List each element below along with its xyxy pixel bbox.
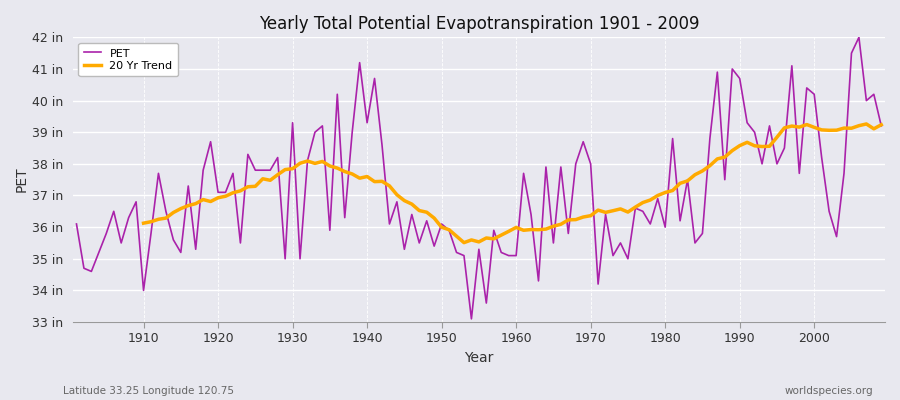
20 Yr Trend [861,122,872,126]
Text: Latitude 33.25 Longitude 120.75: Latitude 33.25 Longitude 120.75 [63,386,234,396]
Legend: PET, 20 Yr Trend: PET, 20 Yr Trend [78,43,178,76]
20 Yr Trend [846,126,857,131]
PET [510,253,521,258]
PET [71,222,82,226]
PET [853,35,864,40]
PET [518,171,529,176]
20 Yr Trend [585,213,596,218]
X-axis label: Year: Year [464,351,493,365]
20 Yr Trend [138,221,148,226]
Line: 20 Yr Trend: 20 Yr Trend [143,124,881,243]
PET [130,200,141,204]
20 Yr Trend [310,161,320,166]
PET [294,256,305,261]
PET [876,124,886,128]
Y-axis label: PET: PET [15,167,29,192]
20 Yr Trend [459,240,470,245]
PET [608,253,618,258]
Line: PET: PET [76,37,881,319]
20 Yr Trend [824,128,834,133]
20 Yr Trend [526,227,536,232]
Text: worldspecies.org: worldspecies.org [785,386,873,396]
PET [466,316,477,321]
20 Yr Trend [876,122,886,127]
PET [339,215,350,220]
Title: Yearly Total Potential Evapotranspiration 1901 - 2009: Yearly Total Potential Evapotranspiratio… [258,15,699,33]
20 Yr Trend [280,167,291,172]
